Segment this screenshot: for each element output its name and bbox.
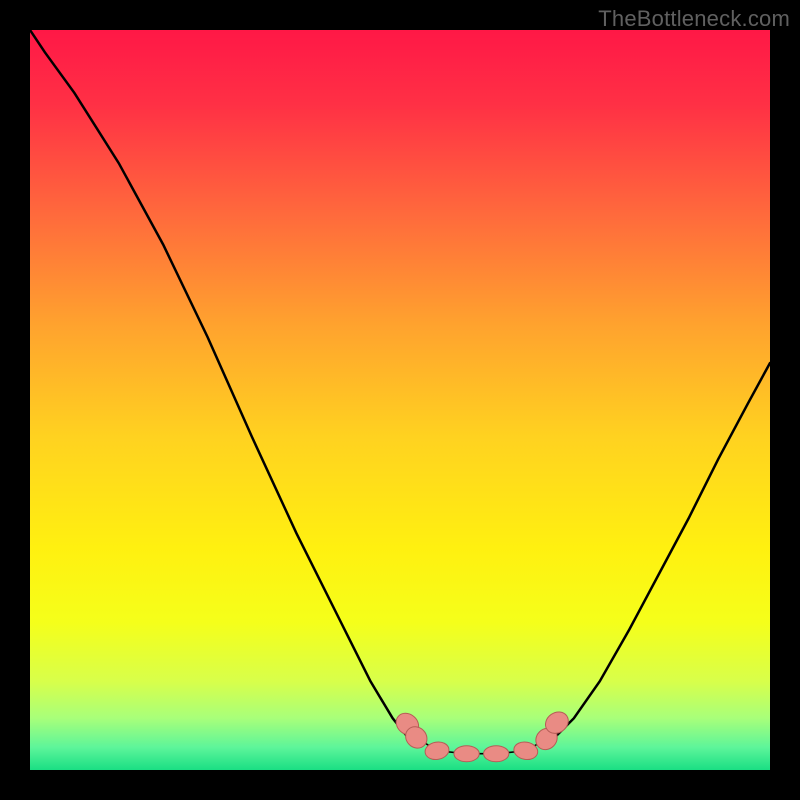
attribution-label: TheBottleneck.com bbox=[598, 6, 790, 32]
chart-svg bbox=[30, 30, 770, 770]
chart-container: TheBottleneck.com bbox=[0, 0, 800, 800]
bead bbox=[454, 746, 479, 762]
plot-area bbox=[30, 30, 770, 770]
bead bbox=[484, 746, 509, 762]
plot-background bbox=[30, 30, 770, 770]
